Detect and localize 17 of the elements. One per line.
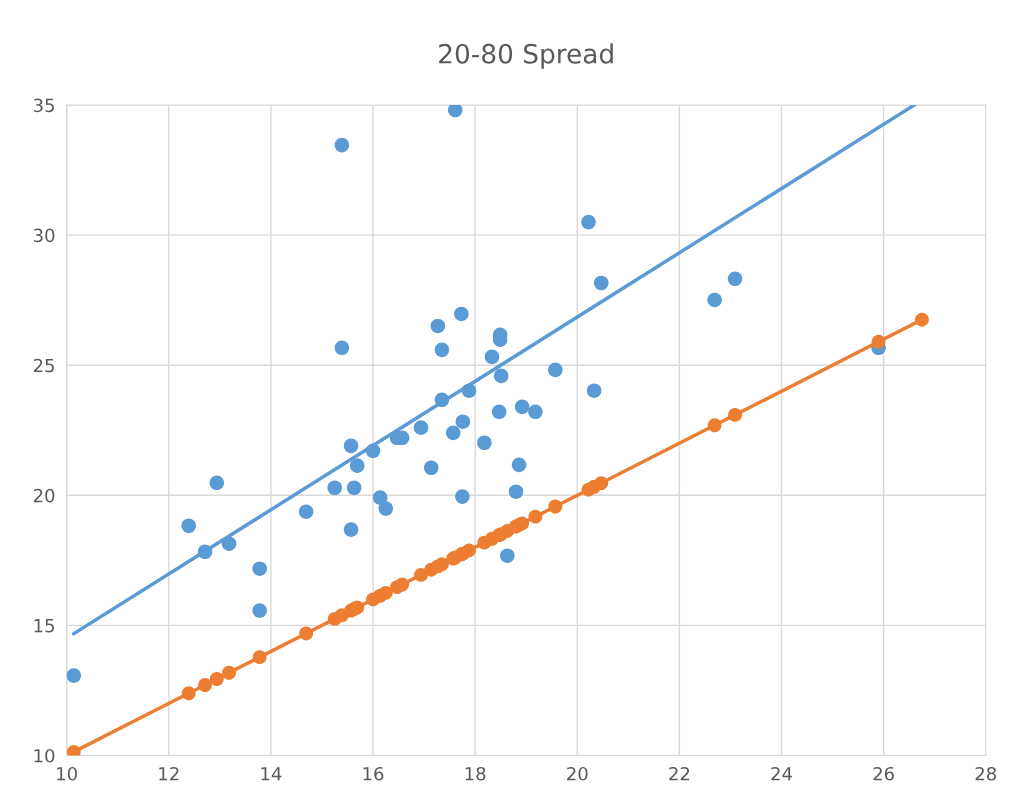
y-tick-label: 35 xyxy=(33,98,54,113)
y-tick-label: 10 xyxy=(34,748,55,763)
chart-title: 20-80 Spread xyxy=(439,43,613,69)
y-tick-label: 15 xyxy=(34,619,54,633)
x-tick-label: 12 xyxy=(159,766,179,781)
y-tick-label: 25 xyxy=(33,358,54,373)
x-tick-label: 18 xyxy=(465,766,486,781)
x-tick-label: 26 xyxy=(873,766,894,781)
x-tick-label: 24 xyxy=(771,766,792,781)
x-tick-label: 10 xyxy=(57,766,77,781)
x-tick-label: 14 xyxy=(261,767,282,781)
y-tick-label: 20 xyxy=(33,488,55,503)
x-tick-label: 16 xyxy=(363,766,384,781)
x-tick-label: 20 xyxy=(567,766,588,781)
x-tick-label: 22 xyxy=(669,766,690,781)
x-tick-label: 28 xyxy=(975,766,997,781)
y-tick-label: 30 xyxy=(33,228,55,243)
